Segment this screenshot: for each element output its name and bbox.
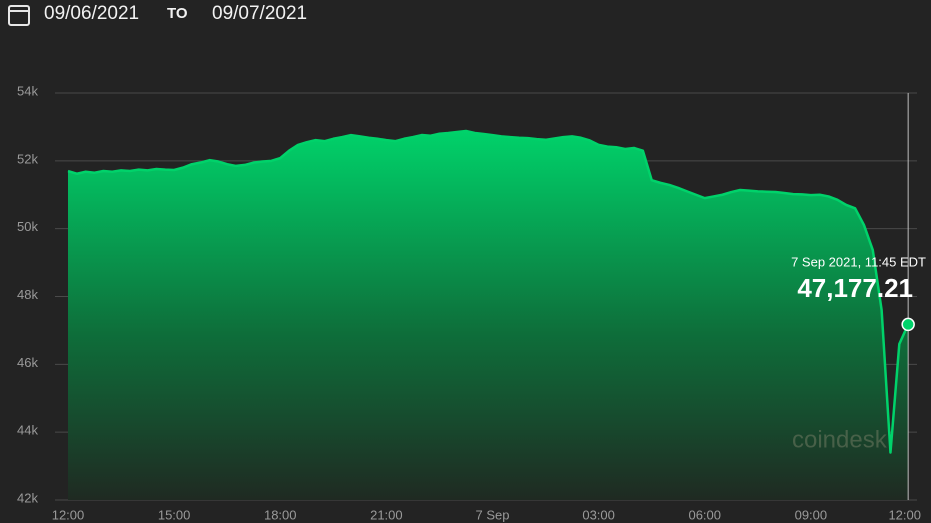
date-to[interactable]: 09/07/2021 [212, 3, 307, 24]
date-separator: TO [167, 5, 188, 22]
y-tick-label: 42k [17, 490, 38, 505]
y-tick-label: 50k [17, 219, 38, 234]
x-tick-label: 18:00 [264, 507, 297, 522]
point-marker [901, 317, 915, 332]
x-tick-label: 12:00 [888, 507, 921, 522]
plot-area: 42k 44k 46k 48k 50k 52k 54k 12:00 15:00 18:00 21:0… [17, 83, 926, 522]
x-tick-label: 09:00 [795, 507, 828, 522]
x-tick-label: 21:00 [370, 507, 403, 522]
y-tick-label: 44k [17, 423, 38, 438]
area-fill [68, 130, 909, 500]
y-tick-label: 54k [17, 83, 38, 98]
watermark: coindesk [792, 426, 888, 453]
value-label: 47,177.21 [797, 273, 913, 303]
price-line [67, 129, 910, 454]
y-tick-label: 52k [17, 151, 38, 166]
x-tick-label: 03:00 [582, 507, 615, 522]
x-tick-label: 12:00 [52, 507, 85, 522]
x-tick-label: 06:00 [688, 507, 721, 522]
annotation: 7 Sep 2021, 11:45 EDT [791, 254, 926, 269]
x-tick-label: 7 Sep [476, 507, 510, 522]
y-tick-label: 46k [17, 355, 38, 370]
calendar-icon[interactable] [8, 5, 30, 26]
date-from[interactable]: 09/06/2021 [44, 3, 139, 24]
y-tick-label: 48k [17, 287, 38, 302]
x-tick-label: 15:00 [158, 507, 191, 522]
